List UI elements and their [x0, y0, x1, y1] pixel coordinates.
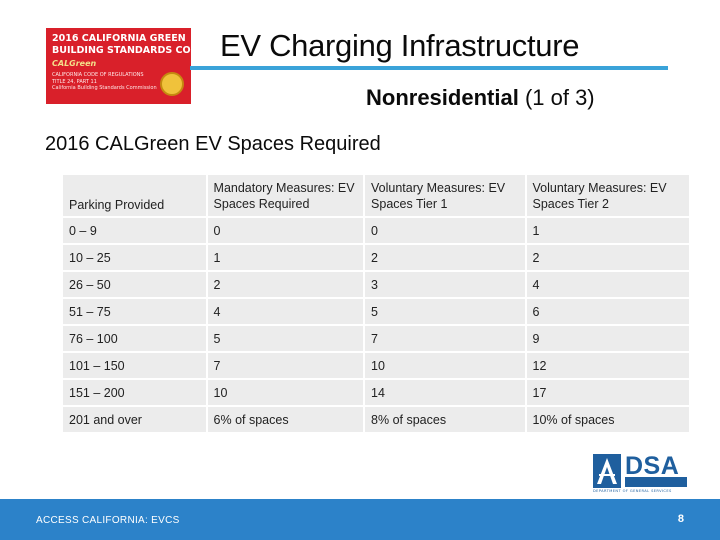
header-tier-2: Voluntary Measures: EV Spaces Tier 2 [526, 175, 689, 216]
cell-parking: 26 – 50 [63, 272, 206, 297]
cell-parking: 101 – 150 [63, 353, 206, 378]
cell-parking: 201 and over [63, 407, 206, 432]
dsa-logo: DSA DEPARTMENT OF GENERAL SERVICES [593, 452, 690, 494]
section-heading: 2016 CALGreen EV Spaces Required [45, 133, 381, 155]
dsa-wordmark: DSA [625, 452, 680, 480]
table-row: 151 – 200 10 14 17 [63, 380, 689, 405]
cell-mandatory: 7 [207, 353, 364, 378]
cell-mandatory: 1 [207, 245, 364, 270]
cell-parking: 151 – 200 [63, 380, 206, 405]
cell-tier-1: 0 [365, 218, 525, 243]
cover-line-4: TITLE 24, PART 11 [52, 78, 97, 85]
cell-tier-2: 1 [526, 218, 689, 243]
subtitle-page-count: (1 of 3) [524, 85, 595, 110]
cell-tier-2: 17 [526, 380, 689, 405]
cell-tier-2: 9 [526, 326, 689, 351]
table-row: 26 – 50 2 3 4 [63, 272, 689, 297]
slide-subtitle: Nonresidential (1 of 3) [366, 85, 595, 111]
cover-line-5: California Building Standards Commission [52, 85, 157, 91]
table-row: 0 – 9 0 0 1 [63, 218, 689, 243]
title-underline [190, 66, 668, 70]
footer-bar: ACCESS CALIFORNIA: EVCS 8 [0, 499, 720, 540]
cell-mandatory: 0 [207, 218, 364, 243]
header-mandatory: Mandatory Measures: EV Spaces Required [207, 175, 364, 216]
table-header-row: Parking Provided Mandatory Measures: EV … [63, 175, 689, 216]
dsa-emblem-icon [593, 454, 621, 488]
cell-mandatory: 4 [207, 299, 364, 324]
cell-tier-1: 3 [365, 272, 525, 297]
cell-tier-1: 8% of spaces [365, 407, 525, 432]
calgreen-brand: CALGreen [52, 59, 97, 68]
cell-parking: 0 – 9 [63, 218, 206, 243]
cell-parking: 51 – 75 [63, 299, 206, 324]
code-book-cover-logo: 2016 CALIFORNIA GREEN BUILDING STANDARDS… [46, 28, 191, 104]
cell-tier-1: 7 [365, 326, 525, 351]
cell-parking: 76 – 100 [63, 326, 206, 351]
cover-line-2: BUILDING STANDARDS CODE [52, 45, 191, 56]
cover-line-1: 2016 CALIFORNIA GREEN [52, 33, 186, 44]
cell-tier-2: 12 [526, 353, 689, 378]
table-row: 201 and over 6% of spaces 8% of spaces 1… [63, 407, 689, 432]
cell-tier-2: 2 [526, 245, 689, 270]
table-row: 76 – 100 5 7 9 [63, 326, 689, 351]
cell-tier-2: 10% of spaces [526, 407, 689, 432]
cell-tier-2: 6 [526, 299, 689, 324]
dsa-department: DEPARTMENT OF GENERAL SERVICES [593, 489, 672, 493]
cover-line-3: CALIFORNIA CODE OF REGULATIONS [52, 72, 144, 78]
compass-icon [597, 458, 617, 484]
cell-mandatory: 10 [207, 380, 364, 405]
cell-tier-1: 14 [365, 380, 525, 405]
cell-tier-1: 2 [365, 245, 525, 270]
cover-title: 2016 CALIFORNIA GREEN BUILDING STANDARDS… [52, 33, 191, 57]
table-row: 101 – 150 7 10 12 [63, 353, 689, 378]
cell-mandatory: 5 [207, 326, 364, 351]
header-parking-provided: Parking Provided [63, 175, 206, 216]
header-tier-1: Voluntary Measures: EV Spaces Tier 1 [365, 175, 525, 216]
table-row: 10 – 25 1 2 2 [63, 245, 689, 270]
slide-title: EV Charging Infrastructure [220, 28, 580, 63]
ev-spaces-table: Parking Provided Mandatory Measures: EV … [61, 173, 691, 434]
subtitle-main: Nonresidential [366, 85, 519, 110]
cell-mandatory: 6% of spaces [207, 407, 364, 432]
cell-mandatory: 2 [207, 272, 364, 297]
dsa-bar [625, 477, 687, 487]
cell-tier-2: 4 [526, 272, 689, 297]
page-number: 8 [677, 513, 684, 525]
table-row: 51 – 75 4 5 6 [63, 299, 689, 324]
cell-parking: 10 – 25 [63, 245, 206, 270]
footer-text: ACCESS CALIFORNIA: EVCS [36, 515, 180, 526]
cell-tier-1: 5 [365, 299, 525, 324]
state-seal-icon [160, 72, 184, 96]
cell-tier-1: 10 [365, 353, 525, 378]
cover-subtext: CALIFORNIA CODE OF REGULATIONS TITLE 24,… [52, 72, 170, 92]
